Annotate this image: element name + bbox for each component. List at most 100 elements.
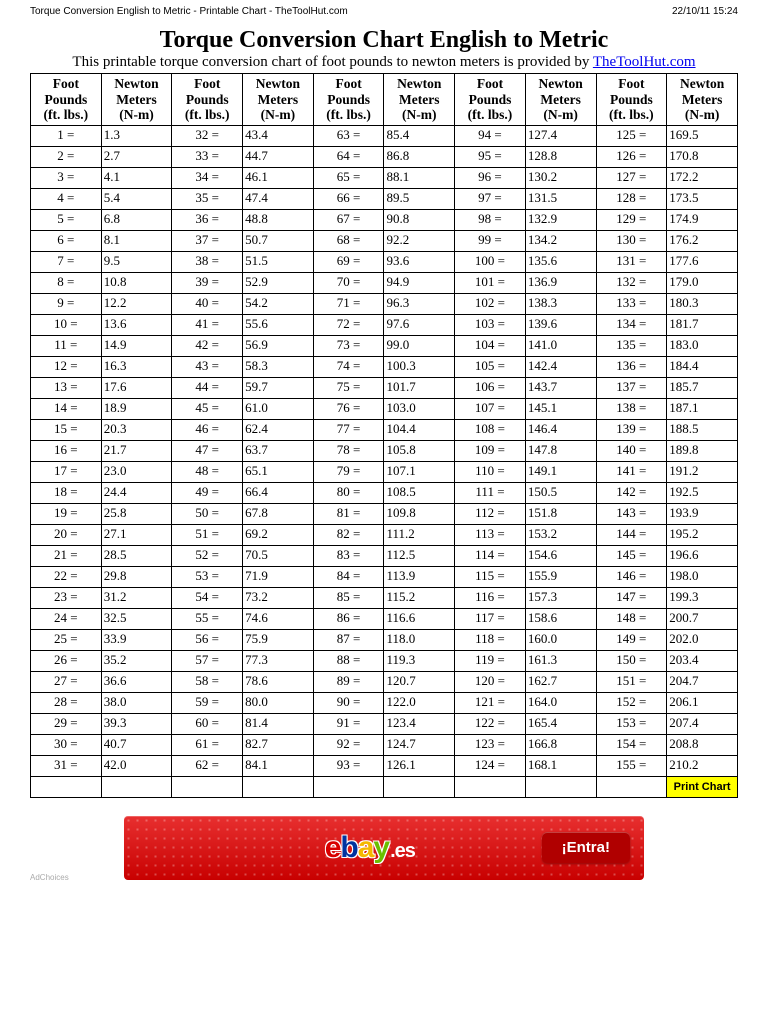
cell-nm: 130.2 xyxy=(525,167,596,188)
ad-cta-button[interactable]: ¡Entra! xyxy=(542,832,630,863)
cell-ftlbs: 9 = xyxy=(31,293,102,314)
cell-nm: 101.7 xyxy=(384,377,455,398)
ad-banner[interactable]: ebay.es ¡Entra! xyxy=(124,816,644,880)
cell-ftlbs: 98 = xyxy=(455,209,526,230)
cell-nm: 61.0 xyxy=(243,398,314,419)
table-row: 31 =42.062 =84.193 =126.1124 =168.1155 =… xyxy=(31,755,738,776)
cell-nm: 25.8 xyxy=(101,503,172,524)
cell-ftlbs: 128 = xyxy=(596,188,667,209)
cell-nm: 134.2 xyxy=(525,230,596,251)
print-chart-button[interactable]: Print Chart xyxy=(667,776,738,797)
cell-nm: 69.2 xyxy=(243,524,314,545)
cell-ftlbs: 79 = xyxy=(313,461,384,482)
cell-ftlbs: 154 = xyxy=(596,734,667,755)
cell-nm: 112.5 xyxy=(384,545,455,566)
cell-nm: 195.2 xyxy=(667,524,738,545)
cell-ftlbs: 121 = xyxy=(455,692,526,713)
cell-nm: 84.1 xyxy=(243,755,314,776)
cell-ftlbs: 11 = xyxy=(31,335,102,356)
cell-nm: 10.8 xyxy=(101,272,172,293)
cell-nm: 149.1 xyxy=(525,461,596,482)
table-row: 23 =31.254 =73.285 =115.2116 =157.3147 =… xyxy=(31,587,738,608)
adchoices-label[interactable]: AdChoices xyxy=(30,873,69,882)
cell-nm: 141.0 xyxy=(525,335,596,356)
cell-ftlbs: 88 = xyxy=(313,650,384,671)
cell-ftlbs: 2 = xyxy=(31,146,102,167)
cell-ftlbs: 112 = xyxy=(455,503,526,524)
cell-nm: 51.5 xyxy=(243,251,314,272)
cell-ftlbs: 89 = xyxy=(313,671,384,692)
cell-ftlbs: 69 = xyxy=(313,251,384,272)
cell-ftlbs: 102 = xyxy=(455,293,526,314)
table-row: 4 =5.435 =47.466 =89.597 =131.5128 =173.… xyxy=(31,188,738,209)
cell-ftlbs: 129 = xyxy=(596,209,667,230)
cell-nm: 151.8 xyxy=(525,503,596,524)
cell-ftlbs: 8 = xyxy=(31,272,102,293)
cell-empty xyxy=(455,776,526,797)
col-header-nm: NewtonMeters(N-m) xyxy=(667,74,738,126)
table-row: 13 =17.644 =59.775 =101.7106 =143.7137 =… xyxy=(31,377,738,398)
cell-nm: 210.2 xyxy=(667,755,738,776)
cell-nm: 132.9 xyxy=(525,209,596,230)
cell-ftlbs: 126 = xyxy=(596,146,667,167)
cell-ftlbs: 17 = xyxy=(31,461,102,482)
cell-nm: 12.2 xyxy=(101,293,172,314)
cell-nm: 196.6 xyxy=(667,545,738,566)
cell-nm: 93.6 xyxy=(384,251,455,272)
cell-ftlbs: 73 = xyxy=(313,335,384,356)
cell-nm: 96.3 xyxy=(384,293,455,314)
cell-nm: 24.4 xyxy=(101,482,172,503)
cell-nm: 97.6 xyxy=(384,314,455,335)
cell-nm: 21.7 xyxy=(101,440,172,461)
cell-nm: 70.5 xyxy=(243,545,314,566)
cell-ftlbs: 86 = xyxy=(313,608,384,629)
cell-ftlbs: 60 = xyxy=(172,713,243,734)
table-row: 12 =16.343 =58.374 =100.3105 =142.4136 =… xyxy=(31,356,738,377)
cell-ftlbs: 84 = xyxy=(313,566,384,587)
cell-nm: 165.4 xyxy=(525,713,596,734)
source-link[interactable]: TheToolHut.com xyxy=(593,54,696,70)
cell-nm: 9.5 xyxy=(101,251,172,272)
cell-nm: 183.0 xyxy=(667,335,738,356)
table-row: 27 =36.658 =78.689 =120.7120 =162.7151 =… xyxy=(31,671,738,692)
col-header-ftlbs: FootPounds(ft. lbs.) xyxy=(313,74,384,126)
cell-ftlbs: 5 = xyxy=(31,209,102,230)
cell-ftlbs: 85 = xyxy=(313,587,384,608)
table-row: 30 =40.761 =82.792 =124.7123 =166.8154 =… xyxy=(31,734,738,755)
cell-ftlbs: 83 = xyxy=(313,545,384,566)
cell-nm: 158.6 xyxy=(525,608,596,629)
cell-nm: 176.2 xyxy=(667,230,738,251)
cell-ftlbs: 54 = xyxy=(172,587,243,608)
col-header-ftlbs: FootPounds(ft. lbs.) xyxy=(455,74,526,126)
cell-ftlbs: 146 = xyxy=(596,566,667,587)
cell-nm: 192.5 xyxy=(667,482,738,503)
cell-nm: 208.8 xyxy=(667,734,738,755)
table-row: 10 =13.641 =55.672 =97.6103 =139.6134 =1… xyxy=(31,314,738,335)
cell-ftlbs: 119 = xyxy=(455,650,526,671)
cell-ftlbs: 132 = xyxy=(596,272,667,293)
table-row: 28 =38.059 =80.090 =122.0121 =164.0152 =… xyxy=(31,692,738,713)
cell-ftlbs: 155 = xyxy=(596,755,667,776)
cell-ftlbs: 42 = xyxy=(172,335,243,356)
cell-nm: 52.9 xyxy=(243,272,314,293)
cell-nm: 32.5 xyxy=(101,608,172,629)
cell-nm: 162.7 xyxy=(525,671,596,692)
cell-nm: 81.4 xyxy=(243,713,314,734)
cell-nm: 1.3 xyxy=(101,125,172,146)
cell-ftlbs: 145 = xyxy=(596,545,667,566)
cell-nm: 8.1 xyxy=(101,230,172,251)
cell-nm: 131.5 xyxy=(525,188,596,209)
cell-empty xyxy=(172,776,243,797)
table-row: 26 =35.257 =77.388 =119.3119 =161.3150 =… xyxy=(31,650,738,671)
cell-nm: 104.4 xyxy=(384,419,455,440)
cell-nm: 62.4 xyxy=(243,419,314,440)
cell-ftlbs: 122 = xyxy=(455,713,526,734)
cell-empty xyxy=(384,776,455,797)
cell-ftlbs: 23 = xyxy=(31,587,102,608)
cell-nm: 155.9 xyxy=(525,566,596,587)
cell-nm: 27.1 xyxy=(101,524,172,545)
cell-nm: 75.9 xyxy=(243,629,314,650)
cell-nm: 139.6 xyxy=(525,314,596,335)
cell-nm: 58.3 xyxy=(243,356,314,377)
cell-nm: 35.2 xyxy=(101,650,172,671)
